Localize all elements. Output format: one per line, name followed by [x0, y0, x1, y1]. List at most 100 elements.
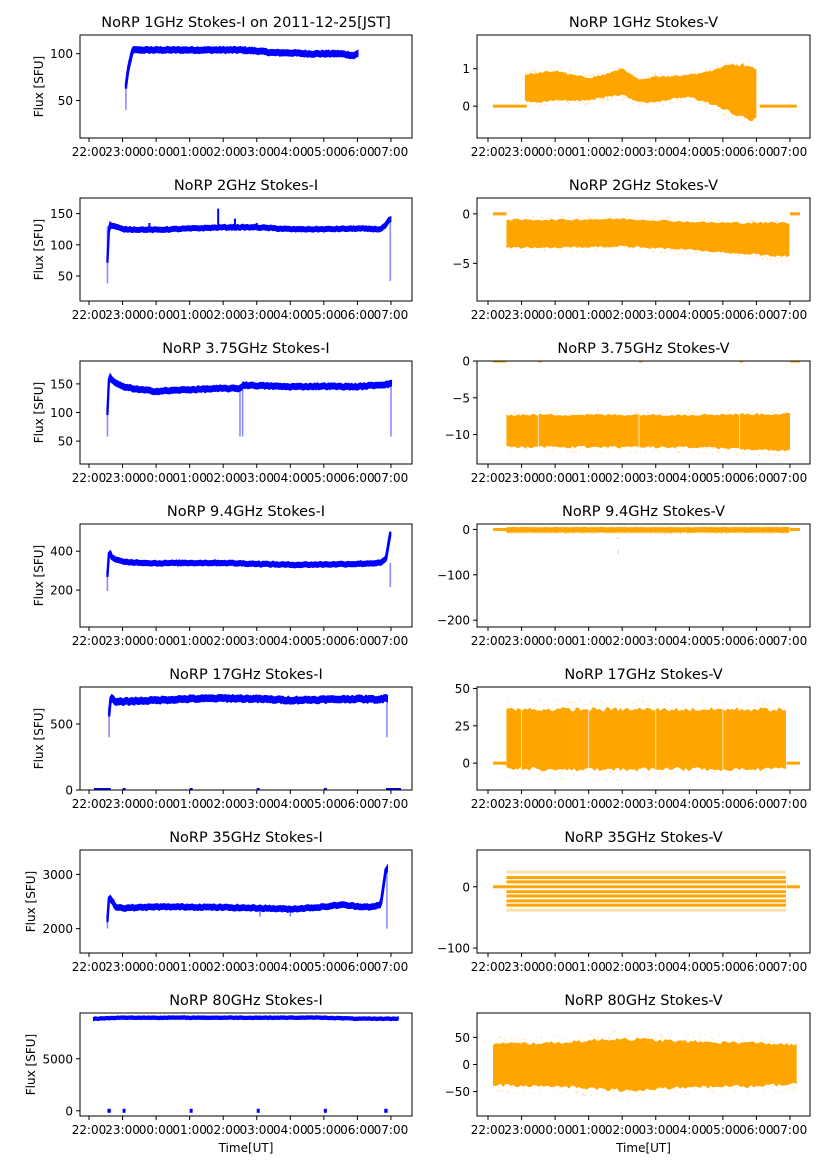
- data-point: [585, 75, 587, 77]
- data-point: [701, 699, 703, 701]
- data-point: [707, 102, 709, 104]
- data-point: [566, 533, 568, 535]
- data-point: [506, 532, 508, 534]
- data-point: [711, 453, 713, 455]
- data-point: [553, 70, 555, 72]
- data-point: [679, 532, 681, 534]
- data-point: [525, 250, 527, 252]
- data-point: [567, 702, 569, 704]
- data-point: [540, 412, 542, 414]
- data-point: [763, 452, 765, 454]
- data-point: [777, 256, 779, 258]
- x-tick-label: 01:00: [571, 308, 606, 322]
- data-point: [643, 767, 645, 769]
- data-point: [687, 533, 689, 535]
- data-point: [720, 108, 722, 110]
- data-point: [560, 69, 562, 71]
- data-point: [743, 124, 745, 126]
- data-point: [513, 218, 515, 220]
- data-point: [541, 533, 543, 535]
- data-point: [725, 703, 727, 705]
- plot-area: [92, 1015, 399, 1113]
- x-tick-label: 04:00: [672, 634, 707, 648]
- x-tick-label: 06:00: [739, 797, 774, 811]
- data-point: [520, 526, 522, 528]
- data-point: [601, 100, 603, 102]
- data-point: [710, 532, 712, 534]
- data-point: [639, 102, 641, 104]
- data-point: [708, 447, 710, 449]
- data-point: [734, 450, 736, 452]
- y-tick-label: 0: [462, 207, 470, 221]
- data-point: [605, 532, 607, 534]
- data-point: [596, 532, 598, 534]
- data-point: [748, 65, 750, 67]
- x-tick-label: 04:00: [273, 634, 308, 648]
- data-point: [550, 526, 552, 528]
- data-point: [621, 770, 623, 772]
- data-point: [593, 706, 595, 708]
- data-point: [643, 532, 645, 534]
- data-point: [511, 533, 513, 535]
- x-tick-label: 01:00: [571, 797, 606, 811]
- x-tick-label: 03:00: [239, 145, 274, 159]
- data-point: [762, 778, 764, 780]
- data-point: [603, 526, 605, 528]
- y-tick-label: 0: [462, 880, 470, 894]
- data-point: [578, 102, 580, 104]
- y-axis-label: Flux [SFU]: [24, 1034, 38, 1095]
- data-point: [725, 532, 727, 534]
- data-point: [670, 249, 672, 251]
- data-point: [714, 532, 716, 534]
- data-point: [538, 106, 540, 108]
- data-point: [566, 699, 568, 701]
- data-point: [628, 533, 630, 535]
- panel-3.75GHz-I: NoRP 3.75GHz Stokes-I22:0023:0000:0001:0…: [32, 341, 413, 485]
- data-point: [707, 769, 709, 771]
- data-point: [675, 532, 677, 534]
- data-point: [697, 250, 699, 252]
- data-point: [650, 219, 652, 221]
- data-point: [735, 778, 737, 780]
- data-level: [506, 903, 786, 907]
- data-point: [530, 71, 532, 73]
- data-point: [631, 452, 633, 454]
- data-point: [541, 102, 543, 104]
- data-point: [561, 216, 563, 218]
- data-point: [579, 701, 581, 703]
- data-point: [639, 250, 641, 252]
- data-point: [666, 252, 668, 254]
- data-point: [581, 101, 583, 103]
- data-point: [671, 75, 673, 77]
- data-point: [614, 247, 616, 249]
- data-point: [645, 452, 647, 454]
- data-point: [542, 69, 544, 71]
- data-point: [712, 64, 714, 66]
- data-point: [704, 106, 706, 108]
- data-point: [680, 98, 682, 100]
- data-point: [587, 74, 589, 76]
- x-tick-label: 06:00: [340, 471, 375, 485]
- data-point: [687, 411, 689, 413]
- x-tick-label: 05:00: [307, 308, 342, 322]
- data-point: [607, 705, 609, 707]
- data-point: [733, 217, 735, 219]
- data-point: [719, 67, 721, 69]
- data-line: [108, 693, 389, 717]
- data-level: [506, 908, 786, 912]
- data-point: [708, 252, 710, 254]
- data-point: [743, 124, 745, 126]
- x-tick-label: 03:00: [239, 797, 274, 811]
- x-tick-label: 06:00: [340, 145, 375, 159]
- x-tick-label: 22:00: [72, 634, 107, 648]
- data-point: [555, 699, 557, 701]
- data-point: [782, 533, 784, 535]
- data-point: [591, 77, 593, 79]
- data-point: [765, 256, 767, 258]
- data-point: [530, 772, 532, 774]
- data-point: [644, 1091, 646, 1093]
- data-point: [754, 67, 756, 69]
- data-point: [740, 703, 742, 705]
- data-point: [695, 769, 697, 771]
- data-point: [566, 532, 568, 534]
